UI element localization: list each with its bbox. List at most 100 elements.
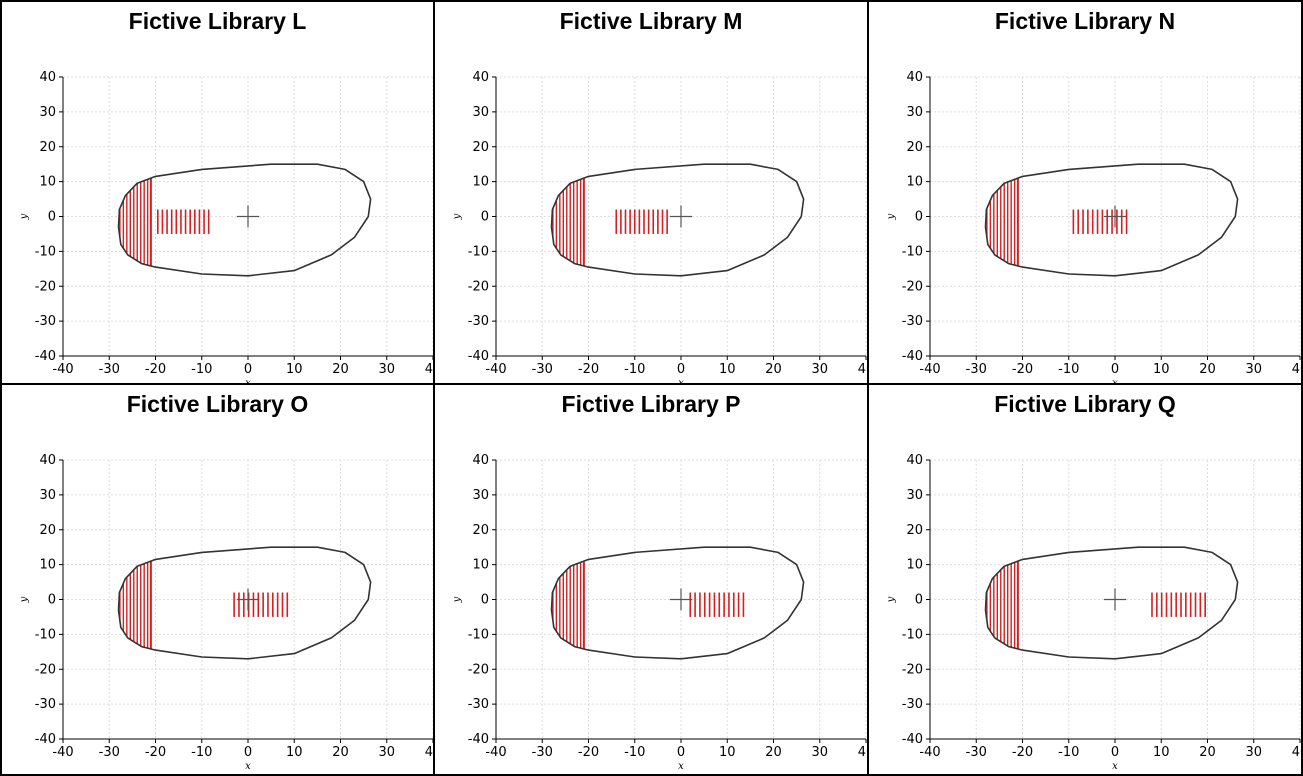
hatched-region (552, 178, 585, 266)
y-axis-label: y (452, 213, 463, 220)
x-tick-label: -40 (52, 745, 73, 760)
y-tick-label: 10 (39, 175, 56, 190)
y-tick-label: 10 (472, 175, 489, 190)
x-tick-label: -10 (624, 745, 645, 760)
outline-shape (984, 546, 1239, 660)
y-tick-label: -30 (902, 314, 923, 329)
y-tick-label: 40 (472, 70, 489, 85)
x-tick-label: 40 (858, 745, 867, 760)
y-axis-label: y (452, 596, 463, 603)
y-tick-label: 0 (481, 593, 489, 608)
x-tick-label: 40 (425, 745, 433, 760)
x-axis-label: x (245, 378, 251, 383)
y-tick-label: 10 (906, 558, 923, 573)
chart-panel: Fictive Library M-40-30-20-10010203040-4… (433, 0, 869, 385)
y-tick-label: 10 (472, 558, 489, 573)
x-tick-label: 0 (677, 745, 685, 760)
chart-panel: Fictive Library N-40-30-20-10010203040-4… (867, 0, 1303, 385)
y-tick-label: -40 (468, 732, 489, 747)
crosshair-marker (670, 205, 692, 228)
x-tick-label: -10 (1058, 745, 1079, 760)
x-tick-label: 10 (286, 745, 303, 760)
y-axis-label: y (886, 213, 897, 220)
y-axis-label: y (886, 596, 897, 603)
y-tick-label: 40 (472, 453, 489, 468)
y-tick-label: 0 (48, 593, 56, 608)
y-tick-label: 30 (39, 105, 56, 120)
x-tick-label: -10 (191, 745, 212, 760)
y-tick-label: 30 (906, 488, 923, 503)
x-tick-label: -30 (966, 362, 987, 377)
y-tick-label: -10 (35, 627, 56, 642)
crosshair-marker (1104, 588, 1126, 611)
x-tick-label: -10 (1058, 362, 1079, 377)
x-tick-label: 10 (719, 745, 736, 760)
x-tick-label: 30 (1245, 362, 1262, 377)
chart-title: Fictive Library O (126, 391, 309, 417)
y-tick-label: -10 (902, 244, 923, 259)
x-tick-label: 30 (811, 745, 828, 760)
hatched-region (119, 178, 152, 266)
y-tick-label: -40 (35, 732, 56, 747)
y-tick-label: -30 (902, 697, 923, 712)
target-block (1151, 592, 1206, 617)
chart-svg: -40 -30 -20 -10 0 10 20 30 40 -40 -30 -20 -10 0 10 20 30… (19, 70, 433, 383)
y-axis-label: y (19, 213, 30, 220)
chart-title: Fictive Library N (994, 8, 1176, 34)
x-tick-label: 0 (1111, 745, 1119, 760)
x-tick-label: 20 (1199, 362, 1216, 377)
x-tick-label: -40 (52, 362, 73, 377)
y-tick-label: -40 (902, 732, 923, 747)
y-tick-label: 30 (472, 105, 489, 120)
y-tick-label: -40 (468, 349, 489, 364)
x-tick-label: 30 (378, 362, 395, 377)
y-tick-label: -20 (902, 279, 923, 294)
y-tick-label: -30 (35, 314, 56, 329)
y-tick-label: -10 (35, 244, 56, 259)
x-tick-label: -40 (485, 745, 506, 760)
x-tick-label: 10 (286, 362, 303, 377)
y-tick-label: 30 (906, 105, 923, 120)
x-axis-label: x (245, 761, 251, 772)
y-tick-label: -10 (468, 627, 489, 642)
x-tick-label: -10 (624, 362, 645, 377)
y-tick-label: 0 (915, 593, 923, 608)
y-tick-label: 20 (906, 523, 923, 538)
y-tick-label: -10 (468, 244, 489, 259)
y-tick-label: 0 (915, 210, 923, 225)
chart-svg: -40 -30 -20 -10 0 10 20 30 40 -40 -30 -20 -10 0 10 20 30… (886, 453, 1301, 772)
x-tick-label: 0 (244, 745, 252, 760)
x-tick-label: -40 (919, 362, 940, 377)
target-block (615, 209, 668, 234)
y-tick-label: -30 (468, 697, 489, 712)
x-tick-label: 40 (425, 362, 433, 377)
target-block (233, 592, 289, 617)
target-block (689, 592, 745, 617)
y-tick-label: 10 (906, 175, 923, 190)
x-tick-label: -20 (1012, 362, 1033, 377)
x-tick-label: 10 (719, 362, 736, 377)
x-tick-label: -30 (532, 745, 553, 760)
x-tick-label: 0 (677, 362, 685, 377)
hatched-region (986, 178, 1019, 266)
target-block (1072, 209, 1128, 234)
x-tick-label: 40 (1292, 745, 1301, 760)
x-tick-label: -20 (578, 745, 599, 760)
x-tick-label: -30 (532, 362, 553, 377)
y-tick-label: 40 (39, 70, 56, 85)
y-tick-label: 30 (39, 488, 56, 503)
x-tick-label: -20 (1012, 745, 1033, 760)
chart-panel: Fictive Library Q-40-30-20-10010203040-4… (867, 383, 1303, 776)
x-tick-label: 30 (811, 362, 828, 377)
hatched-region (119, 561, 152, 649)
y-tick-label: -10 (902, 627, 923, 642)
x-tick-label: -40 (485, 362, 506, 377)
crosshair-marker (237, 588, 259, 611)
chart-title: Fictive Library P (561, 391, 741, 417)
y-tick-label: -20 (35, 662, 56, 677)
chart-svg: -40 -30 -20 -10 0 10 20 30 40 -40 -30 -20 -10 0 10 20 30… (886, 70, 1301, 383)
outline-shape (117, 546, 372, 660)
y-tick-label: 10 (39, 558, 56, 573)
x-tick-label: 10 (1153, 745, 1170, 760)
